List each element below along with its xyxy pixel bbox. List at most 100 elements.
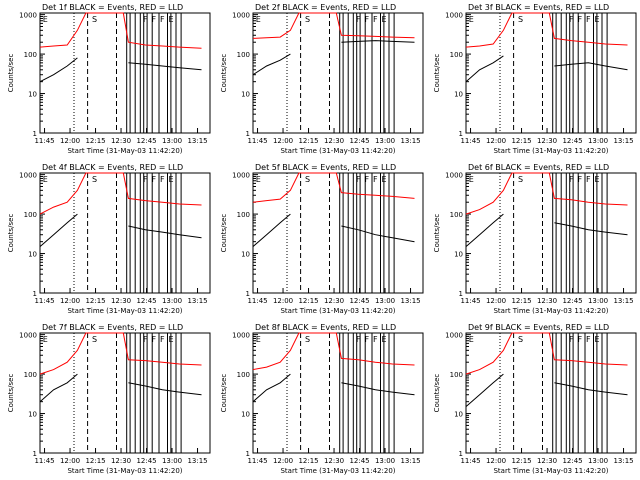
y-tick-label: 1000 <box>19 332 37 340</box>
series-lld-line <box>465 12 628 48</box>
marker-letter-f: F <box>152 175 157 184</box>
panel-title: Det 8f BLACK = Events, RED = LLD <box>255 323 396 332</box>
detector-panel-2: Det 2f BLACK = Events, RED = LLD Counts/s… <box>220 3 424 155</box>
series-events-line <box>128 225 202 239</box>
marker-letter-f: F <box>365 175 370 184</box>
marker-letter-f: F <box>586 15 591 24</box>
marker-letter-s: S <box>518 335 523 344</box>
x-tick-label: 13:00 <box>588 457 608 465</box>
marker-letter-f: F <box>365 15 370 24</box>
x-tick-label: 13:15 <box>187 137 207 145</box>
x-tick-label: 12:30 <box>324 457 344 465</box>
x-tick-label: 12:00 <box>60 297 80 305</box>
marker-letter-f: F <box>356 175 361 184</box>
x-tick-label: 12:45 <box>562 457 582 465</box>
y-tick-label: 1000 <box>232 332 250 340</box>
x-tick-label: 12:00 <box>273 457 293 465</box>
y-tick-label: 1 <box>246 450 250 458</box>
x-tick-label: 12:00 <box>60 137 80 145</box>
series-events-line <box>465 373 504 407</box>
x-tick-label: 13:15 <box>187 457 207 465</box>
x-tick-label: 13:00 <box>375 137 395 145</box>
y-tick-label: 100 <box>24 211 37 219</box>
marker-letter-e: E <box>469 15 474 24</box>
x-tick-label: 12:30 <box>537 457 557 465</box>
marker-letter-e: E <box>256 335 261 344</box>
marker-letter-s: S <box>305 15 310 24</box>
x-tick-label: 13:15 <box>400 297 420 305</box>
y-tick-label: 10 <box>241 251 250 259</box>
marker-letter-f: F <box>152 15 157 24</box>
x-tick-label: 12:45 <box>349 137 369 145</box>
x-tick-label: 12:15 <box>85 457 105 465</box>
plot-frame <box>39 172 211 294</box>
y-tick-label: 100 <box>450 211 463 219</box>
x-tick-label: 12:30 <box>537 137 557 145</box>
series-lld-line <box>252 172 415 203</box>
marker-letter-f: F <box>143 175 148 184</box>
x-axis-label: Start Time (31-May-03 11:42:20) <box>280 307 395 315</box>
panel-title: Det 3f BLACK = Events, RED = LLD <box>468 3 609 12</box>
y-axis-label: Counts/sec <box>7 214 15 253</box>
marker-letter-e: E <box>43 175 48 184</box>
x-tick-label: 12:45 <box>349 457 369 465</box>
plot-frame <box>465 12 637 134</box>
series-events-line <box>128 62 202 71</box>
x-tick-label: 12:45 <box>136 297 156 305</box>
series-events-line <box>128 382 202 396</box>
marker-letter-s: S <box>518 175 523 184</box>
y-tick-label: 1 <box>246 290 250 298</box>
y-tick-label: 1 <box>33 290 37 298</box>
panel-title: Det 1f BLACK = Events, RED = LLD <box>42 3 183 12</box>
y-axis-label: Counts/sec <box>433 374 441 413</box>
x-tick-label: 12:15 <box>511 457 531 465</box>
detector-panel-1: Det 1f BLACK = Events, RED = LLD Counts/s… <box>7 3 211 155</box>
series-events-line <box>465 55 504 83</box>
series-events-line <box>252 213 291 247</box>
marker-letter-e: E <box>169 175 174 184</box>
marker-letter-e: E <box>169 335 174 344</box>
marker-letter-s: S <box>92 335 97 344</box>
series-lld-line <box>252 332 415 371</box>
marker-letter-e: E <box>595 175 600 184</box>
x-axis-label: Start Time (31-May-03 11:42:20) <box>67 147 182 155</box>
y-tick-label: 1000 <box>445 332 463 340</box>
series-lld-line <box>465 332 628 375</box>
marker-letter-f: F <box>586 335 591 344</box>
series-lld-line <box>252 12 415 39</box>
x-tick-label: 12:15 <box>85 297 105 305</box>
x-tick-label: 11:45 <box>34 297 54 305</box>
y-axis-label: Counts/sec <box>433 214 441 253</box>
x-axis-label: Start Time (31-May-03 11:42:20) <box>67 467 182 475</box>
detector-panel-6: Det 6f BLACK = Events, RED = LLD Counts/s… <box>433 163 637 315</box>
marker-letter-e: E <box>595 335 600 344</box>
marker-letter-e: E <box>469 175 474 184</box>
marker-letter-f: F <box>373 15 378 24</box>
marker-letter-e: E <box>469 335 474 344</box>
marker-letter-f: F <box>143 15 148 24</box>
marker-letter-e: E <box>382 335 387 344</box>
x-tick-label: 12:30 <box>111 457 131 465</box>
marker-letter-f: F <box>373 335 378 344</box>
x-axis-label: Start Time (31-May-03 11:42:20) <box>493 147 608 155</box>
marker-letter-e: E <box>256 15 261 24</box>
y-tick-label: 1 <box>33 450 37 458</box>
y-tick-label: 1000 <box>232 12 250 20</box>
y-tick-label: 100 <box>24 371 37 379</box>
series-events-line <box>341 382 415 396</box>
panel-title: Det 2f BLACK = Events, RED = LLD <box>255 3 396 12</box>
x-tick-label: 12:00 <box>486 297 506 305</box>
series-events-line <box>39 213 78 247</box>
marker-letter-e: E <box>382 15 387 24</box>
y-tick-label: 1 <box>246 130 250 138</box>
marker-letter-f: F <box>586 175 591 184</box>
x-tick-label: 11:45 <box>34 457 54 465</box>
marker-letter-f: F <box>356 15 361 24</box>
marker-letter-f: F <box>160 15 165 24</box>
y-tick-label: 10 <box>28 251 37 259</box>
marker-letter-f: F <box>160 335 165 344</box>
series-lld-line <box>465 172 628 215</box>
panel-title: Det 5f BLACK = Events, RED = LLD <box>255 163 396 172</box>
x-tick-label: 11:45 <box>460 137 480 145</box>
y-tick-label: 10 <box>454 91 463 99</box>
